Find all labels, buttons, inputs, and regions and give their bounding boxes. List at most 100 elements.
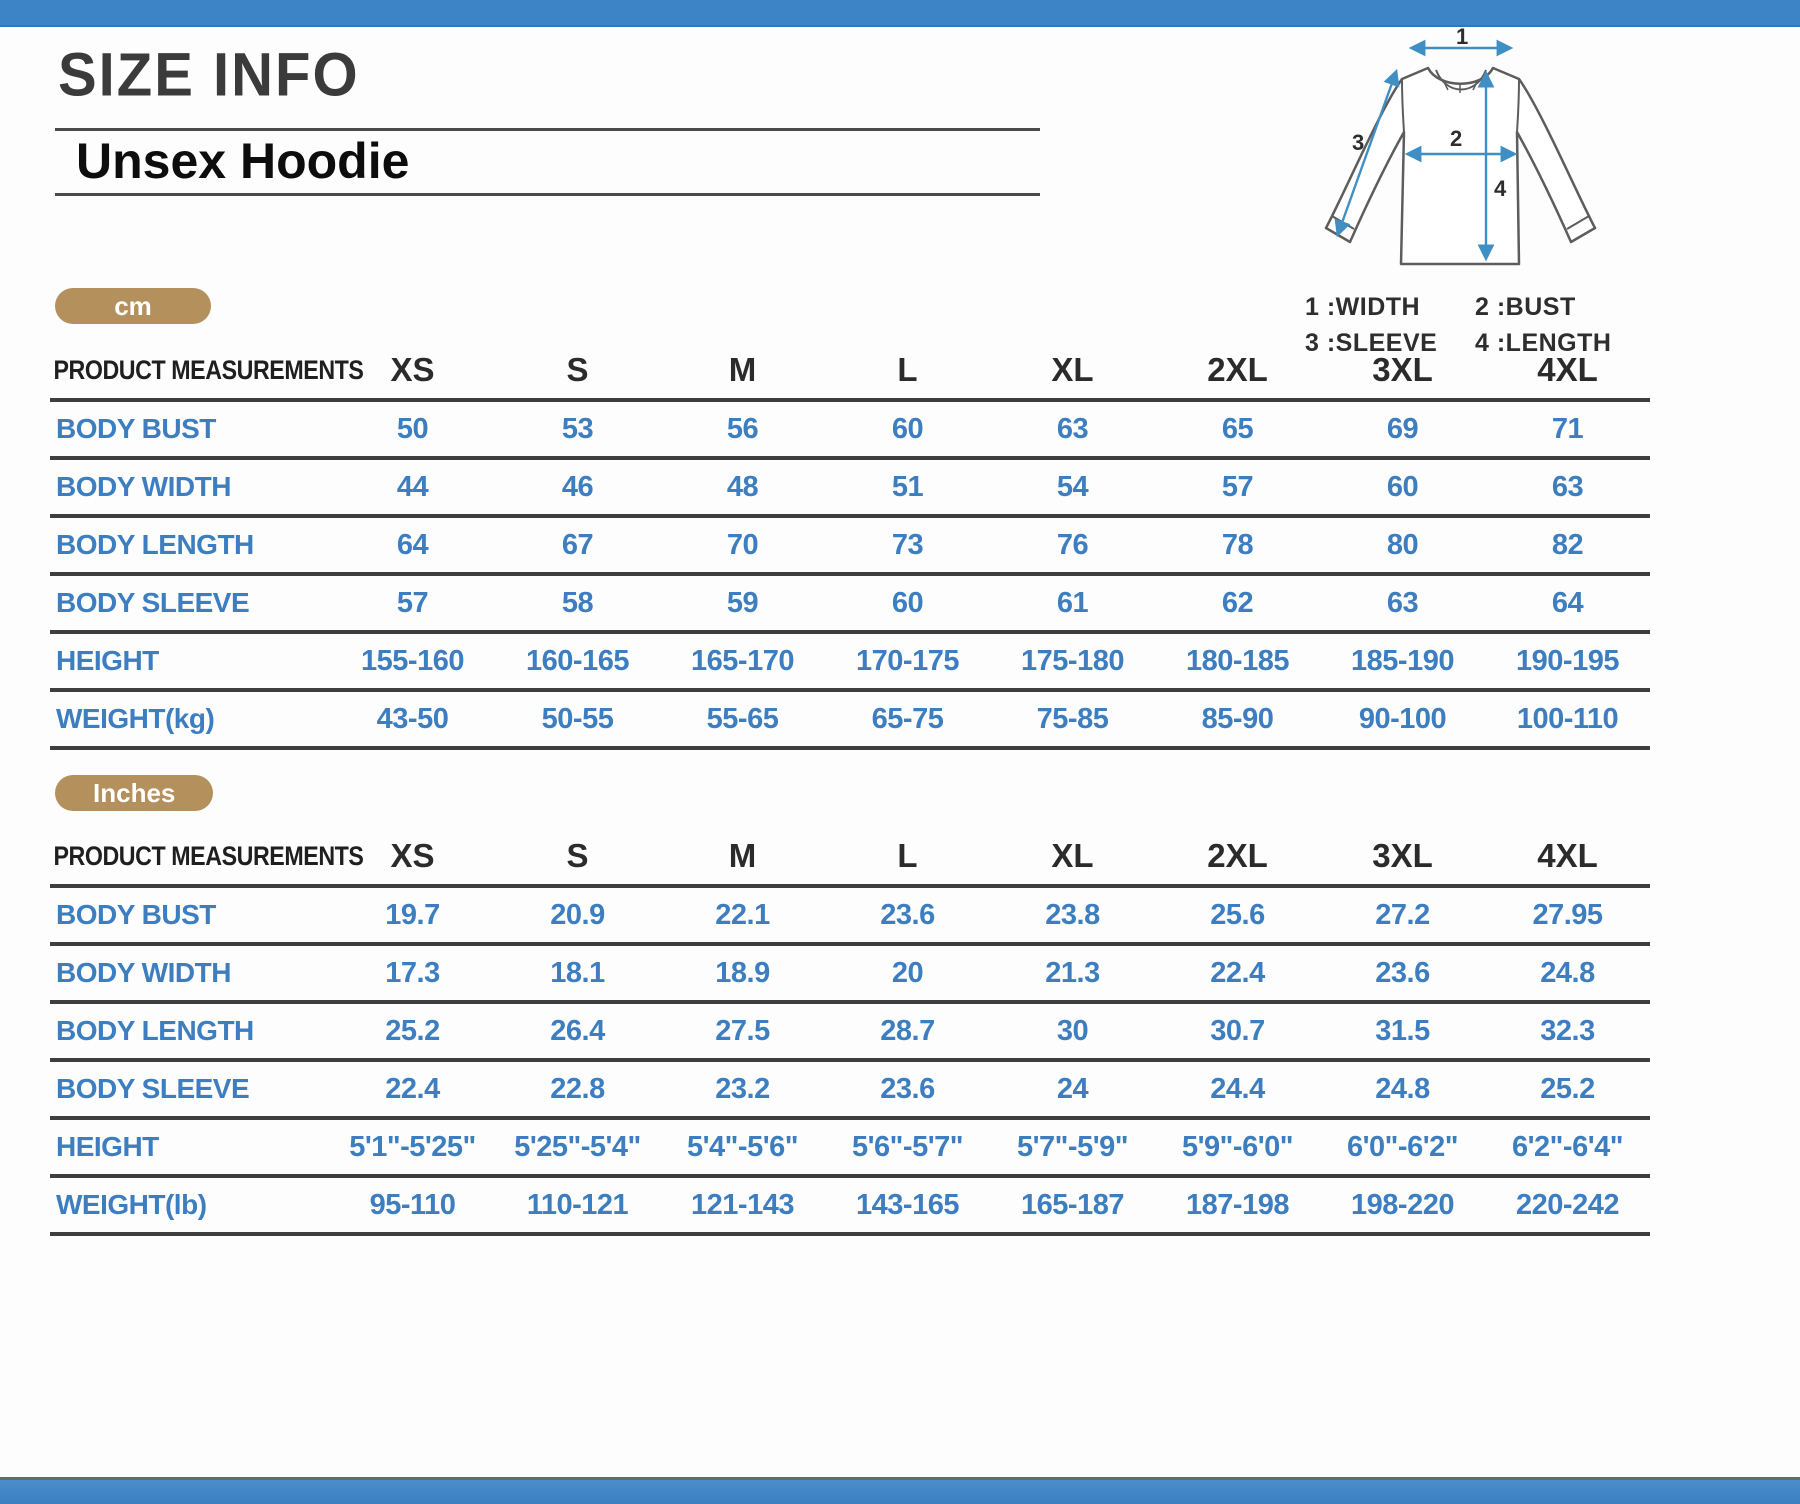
row-label: BODY SLEEVE	[56, 1073, 250, 1104]
size-table-inches: PRODUCT MEASUREMENTS XS S M L XL 2XL 3XL 4XL BODY…	[50, 828, 1650, 1236]
cell-value: 44	[396, 470, 429, 503]
size-column-header: XS	[390, 351, 435, 388]
size-column-header: S	[566, 837, 589, 874]
cell-value: 43-50	[376, 702, 449, 735]
cell-value: 61	[1056, 586, 1089, 619]
cell-value: 24.4	[1210, 1072, 1265, 1105]
cell-value: 58	[561, 586, 594, 619]
divider-line	[55, 128, 1040, 131]
cell-value: 63	[1056, 412, 1089, 445]
table-row: WEIGHT(lb) 95-110 110-121 121-143 143-165 165…	[50, 1178, 1650, 1236]
cell-value: 27.95	[1532, 898, 1603, 931]
legend-item-width: 1 :WIDTH	[1305, 293, 1421, 321]
cell-value: 60	[891, 412, 924, 445]
cell-value: 60	[1386, 470, 1419, 503]
cell-value: 32.3	[1540, 1014, 1595, 1047]
divider-line	[55, 193, 1040, 196]
cell-value: 25.2	[385, 1014, 440, 1047]
row-label: BODY WIDTH	[56, 957, 231, 988]
cell-value: 64	[1551, 586, 1584, 619]
row-label: BODY LENGTH	[56, 1015, 254, 1046]
cell-value: 18.9	[715, 956, 770, 989]
cell-value: 27.5	[715, 1014, 770, 1047]
page-title: SIZE INFO	[58, 41, 360, 110]
hoodie-measurement-diagram: 1 2 3 4	[1290, 24, 1630, 286]
cell-value: 80	[1386, 528, 1419, 561]
cell-value: 185-190	[1351, 644, 1454, 677]
size-column-header: 4XL	[1537, 351, 1598, 388]
table-row: BODY SLEEVE 22.4 22.8 23.2 23.6 24 24.4 24.8 25.…	[50, 1062, 1650, 1120]
cell-value: 54	[1056, 470, 1089, 503]
table-row: BODY LENGTH 64 67 70 73 76 78 80 82	[50, 518, 1650, 576]
hoodie-outline-icon: 1 2 3 4	[1324, 24, 1597, 266]
cell-value: 28.7	[880, 1014, 935, 1047]
arrow-label-3: 3	[1352, 130, 1364, 155]
size-column-header: 3XL	[1372, 351, 1433, 388]
table-row: BODY BUST 19.7 20.9 22.1 23.6 23.8 25.6 27.2 27.…	[50, 888, 1650, 946]
cell-value: 26.4	[550, 1014, 605, 1047]
cell-value: 27.2	[1375, 898, 1430, 931]
size-column-header: XL	[1051, 837, 1094, 874]
size-table-cm: PRODUCT MEASUREMENTS XS S M L XL 2XL 3XL 4XL BODY…	[50, 342, 1650, 750]
cell-value: 165-170	[691, 644, 794, 677]
table-row: BODY WIDTH 17.3 18.1 18.9 20 21.3 22.4 23.6 24.8	[50, 946, 1650, 1004]
cell-value: 82	[1551, 528, 1584, 561]
cell-value: 22.4	[385, 1072, 440, 1105]
size-column-header: L	[897, 351, 918, 388]
size-column-header: XS	[390, 837, 435, 874]
cell-value: 30.7	[1210, 1014, 1265, 1047]
size-column-header: XL	[1051, 351, 1094, 388]
cell-value: 24.8	[1540, 956, 1595, 989]
cell-value: 121-143	[691, 1188, 794, 1221]
cell-value: 143-165	[856, 1188, 959, 1221]
cell-value: 110-121	[526, 1188, 629, 1221]
cell-value: 20.9	[550, 898, 605, 931]
cell-value: 76	[1056, 528, 1089, 561]
arrow-label-2: 2	[1450, 126, 1462, 151]
cell-value: 63	[1386, 586, 1419, 619]
size-column-header: M	[728, 837, 757, 874]
cell-value: 6'2"-6'4"	[1512, 1130, 1623, 1163]
size-column-header: 2XL	[1207, 837, 1268, 874]
cell-value: 95-110	[369, 1188, 456, 1221]
cell-value: 160-165	[526, 644, 629, 677]
row-label: BODY BUST	[56, 899, 216, 930]
size-column-header: 3XL	[1372, 837, 1433, 874]
cell-value: 60	[891, 586, 924, 619]
measurements-header-label: PRODUCT MEASUREMENTS	[53, 840, 364, 871]
cell-value: 23.6	[1375, 956, 1430, 989]
cell-value: 155-160	[361, 644, 464, 677]
table-header-row: PRODUCT MEASUREMENTS XS S M L XL 2XL 3XL 4XL	[50, 342, 1650, 402]
cell-value: 56	[726, 412, 759, 445]
diagram-legend: 1 :WIDTH 2 :BUST 3 :SLEEVE 4 :LENGTH	[1305, 293, 1655, 358]
cell-value: 24	[1056, 1072, 1089, 1105]
table-header-row: PRODUCT MEASUREMENTS XS S M L XL 2XL 3XL 4XL	[50, 828, 1650, 888]
unit-badge-inches: Inches	[55, 775, 214, 811]
cell-value: 170-175	[856, 644, 959, 677]
legend-item-length: 4 :LENGTH	[1475, 329, 1612, 357]
cell-value: 69	[1386, 412, 1419, 445]
table-row: BODY BUST 50 53 56 60 63 65 69 71	[50, 402, 1650, 460]
cell-value: 5'4"-5'6"	[687, 1130, 798, 1163]
cell-value: 65	[1221, 412, 1254, 445]
cell-value: 59	[726, 586, 759, 619]
cell-value: 23.2	[715, 1072, 770, 1105]
arrow-label-1: 1	[1456, 28, 1468, 49]
cell-value: 55-65	[706, 702, 779, 735]
cell-value: 6'0"-6'2"	[1347, 1130, 1458, 1163]
cell-value: 22.1	[715, 898, 770, 931]
cell-value: 20	[891, 956, 924, 989]
cell-value: 5'25"-5'4"	[514, 1130, 641, 1163]
size-column-header: L	[897, 837, 918, 874]
cell-value: 190-195	[1516, 644, 1619, 677]
product-name: Unsex Hoodie	[76, 133, 410, 189]
cell-value: 5'1"-5'25"	[349, 1130, 476, 1163]
cell-value: 220-242	[1516, 1188, 1619, 1221]
cell-value: 24.8	[1375, 1072, 1430, 1105]
cell-value: 51	[891, 470, 924, 503]
cell-value: 62	[1221, 586, 1254, 619]
cell-value: 22.4	[1210, 956, 1265, 989]
cell-value: 65-75	[871, 702, 944, 735]
cell-value: 17.3	[385, 956, 440, 989]
table-row: BODY LENGTH 25.2 26.4 27.5 28.7 30 30.7 31.5 32.…	[50, 1004, 1650, 1062]
